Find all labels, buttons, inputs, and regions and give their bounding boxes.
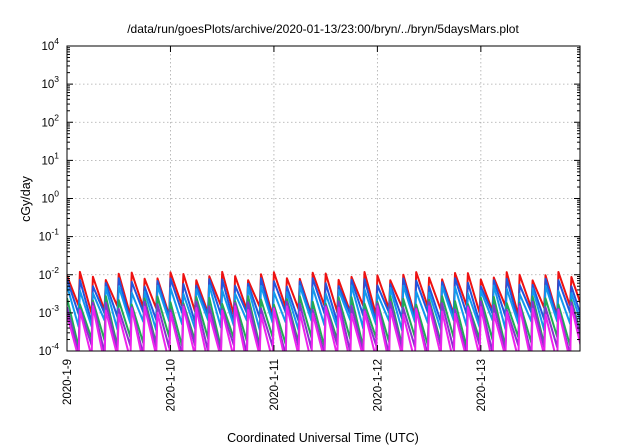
x-tick-label: 2020-1-13 <box>476 359 488 411</box>
x-tick-labels: 2020-1-9 2020-1-10 2020-1-11 2020-1-12 2020-… <box>62 359 488 411</box>
y-tick-label: 10-1 <box>39 227 60 244</box>
y-tick-label: 10-2 <box>39 265 60 282</box>
x-tick-label: 2020-1-10 <box>165 359 177 411</box>
chart-title: /data/run/goesPlots/archive/2020-01-13/2… <box>127 22 519 36</box>
y-tick-label: 100 <box>41 189 59 206</box>
plot-frame <box>66 45 581 352</box>
x-axis-label: Coordinated Universal Time (UTC) <box>227 431 419 445</box>
x-tick-label: 2020-1-11 <box>269 359 281 411</box>
grid-lines <box>67 46 580 351</box>
y-tick-label: 101 <box>41 150 59 167</box>
y-tick-labels: 10-4 10-3 10-2 10-1 100 101 102 103 104 <box>39 36 60 358</box>
y-tick-label: 102 <box>41 112 59 129</box>
y-tick-label: 104 <box>41 36 59 53</box>
x-tick-label: 2020-1-12 <box>372 359 384 411</box>
x-tick-label: 2020-1-9 <box>62 359 74 405</box>
series-line <box>67 305 580 351</box>
y-tick-label: 10-4 <box>39 341 60 358</box>
y-axis-label: cGy/day <box>19 175 33 222</box>
series-lines <box>67 270 580 351</box>
y-tick-label: 10-3 <box>39 303 60 320</box>
y-tick-label: 103 <box>41 74 59 91</box>
